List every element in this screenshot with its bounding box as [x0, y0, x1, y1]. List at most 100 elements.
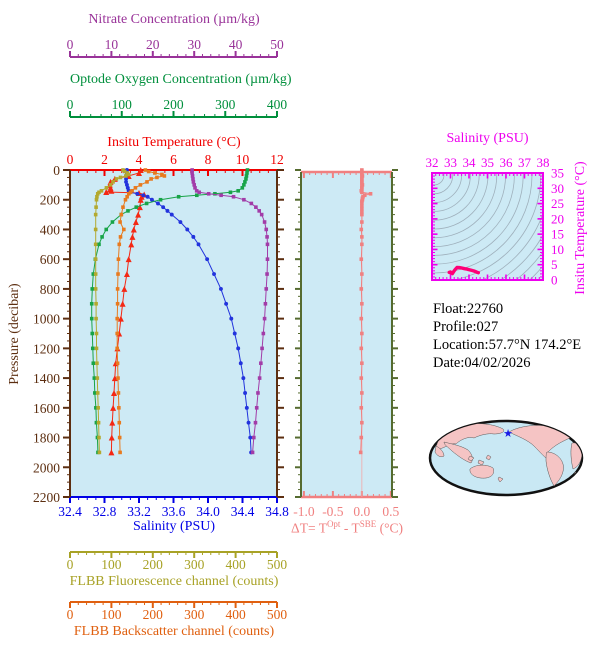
info-value: 027	[476, 319, 499, 335]
nitrate-tick-label: 40	[229, 37, 243, 52]
nitrate-tick-label: 20	[146, 37, 160, 52]
oxygen-tick-label: 300	[215, 97, 236, 112]
ts-salinity-tick-label: 35	[481, 155, 494, 170]
float-info-block: Float:22760 Profile:027 Location:57.7°N 17…	[433, 300, 581, 372]
ts-temperature-tick-label: 0	[551, 273, 558, 288]
fluorescence-tick-label: 500	[267, 557, 288, 572]
ts-salinity-tick-label: 33	[444, 155, 457, 170]
temperature-axis-title: Insitu Temperature (°C)	[107, 135, 241, 150]
pressure-tick-label: 0	[53, 163, 60, 178]
delta-t-frame: -1.0 -0.5 0.0 0.5	[293, 169, 400, 519]
salinity-tick-label: 33.6	[162, 504, 186, 519]
pressure-tick-label: 2200	[33, 490, 60, 505]
temperature-tick-label: 2	[101, 152, 108, 167]
main-plot-frame: 0 2 4 6 8 10 12 32.4 32.8 33.2 33.6 34.0 34.4 34.8 0 20…	[33, 152, 289, 519]
dt-label-part: ΔT= T	[291, 520, 327, 536]
backscatter-tick-label: 500	[267, 607, 288, 622]
oxygen-tick-label: 400	[267, 97, 288, 112]
fluorescence-axis: 0 100 200 300 400 500	[67, 551, 288, 572]
nitrate-tick-label: 0	[67, 37, 74, 52]
nitrate-tick-label: 30	[187, 37, 201, 52]
pressure-tick-label: 400	[40, 222, 61, 237]
world-map: ★	[428, 419, 584, 497]
nitrate-axis: 0 10 20 30 40 50	[67, 37, 284, 58]
temperature-tick-label: 8	[205, 152, 212, 167]
ts-salinity-tick-label: 36	[500, 155, 514, 170]
oxygen-tick-label: 100	[112, 97, 133, 112]
dt-label-part: - T	[340, 520, 360, 536]
info-value: 22760	[466, 301, 504, 317]
fluorescence-tick-label: 200	[143, 557, 164, 572]
backscatter-tick-label: 200	[143, 607, 164, 622]
dt-label-sup-sbe: SBE	[359, 519, 377, 529]
info-line: Location:57.7°N 174.2°E	[433, 336, 581, 354]
salinity-tick-label: 34.0	[196, 504, 220, 519]
dt-label-part: (°C)	[376, 520, 403, 536]
ts-salinity-tick-label: 32	[426, 155, 439, 170]
fluorescence-tick-label: 0	[67, 557, 74, 572]
ts-temperature-axis-title: Insitu Temperature (°C)	[573, 161, 588, 295]
pressure-tick-label: 1800	[33, 431, 60, 446]
pressure-tick-label: 1200	[33, 341, 60, 356]
dt-label-sup-opt: Opt	[326, 519, 341, 529]
ts-temperature-tick-label: 15	[551, 227, 564, 242]
info-line: Profile:027	[433, 318, 581, 336]
ts-salinity-tick-label: 38	[537, 155, 550, 170]
temperature-tick-label: 0	[67, 152, 74, 167]
salinity-axis-title: Salinity (PSU)	[132, 519, 216, 534]
main-plot-area	[70, 170, 277, 497]
temperature-tick-label: 10	[236, 152, 250, 167]
fluorescence-tick-label: 400	[225, 557, 246, 572]
oxygen-tick-label: 0	[67, 97, 74, 112]
delta-t-plot-area	[301, 172, 392, 497]
backscatter-tick-label: 0	[67, 607, 74, 622]
nitrate-axis-title: Nitrate Concentration (µm/kg)	[88, 12, 260, 27]
backscatter-axis: 0 100 200 300 400 500	[67, 601, 288, 622]
ts-temperature-tick-label: 10	[551, 242, 564, 257]
temperature-tick-label: 12	[270, 152, 284, 167]
delta-t-tick-label: 0.0	[353, 504, 370, 519]
salinity-tick-label: 33.2	[127, 504, 151, 519]
oxygen-axis-title: Optode Oxygen Concentration (µm/kg)	[70, 72, 292, 87]
backscatter-tick-label: 100	[101, 607, 122, 622]
ts-temperature-tick-label: 25	[551, 196, 564, 211]
fluorescence-axis-title: FLBB Fluorescence channel (counts)	[69, 574, 279, 589]
info-label: Location:	[433, 337, 489, 353]
pressure-tick-label: 200	[40, 193, 61, 208]
pressure-tick-label: 1400	[33, 371, 60, 386]
oxygen-tick-label: 200	[163, 97, 184, 112]
temperature-tick-label: 4	[136, 152, 143, 167]
fluorescence-curve	[93, 168, 131, 455]
delta-t-curve	[358, 168, 373, 497]
oxygen-axis: 0 100 200 300 400	[67, 97, 288, 118]
ts-salinity-tick-label: 34	[463, 155, 477, 170]
delta-t-tick-label: -0.5	[322, 504, 344, 519]
salinity-tick-label: 34.4	[231, 504, 255, 519]
ts-curve	[447, 265, 480, 276]
salinity-tick-label: 32.4	[58, 504, 82, 519]
float-location-star: ★	[503, 428, 513, 440]
info-line: Float:22760	[433, 300, 581, 318]
pressure-tick-label: 1600	[33, 401, 60, 416]
info-value: 04/02/2026	[464, 355, 531, 371]
ts-salinity-axis-title: Salinity (PSU)	[446, 131, 529, 146]
pressure-tick-label: 800	[40, 282, 61, 297]
nitrate-tick-label: 10	[105, 37, 119, 52]
backscatter-tick-label: 400	[225, 607, 246, 622]
ts-temperature-tick-label: 20	[551, 211, 564, 226]
backscatter-curve	[115, 168, 167, 455]
pressure-tick-label: 1000	[33, 312, 60, 327]
info-value: 57.7°N 174.2°E	[488, 337, 582, 353]
info-label: Profile:	[433, 319, 477, 335]
fluorescence-tick-label: 100	[101, 557, 122, 572]
fluorescence-tick-label: 300	[184, 557, 205, 572]
nitrate-tick-label: 50	[270, 37, 284, 52]
ts-salinity-tick-label: 37	[518, 155, 532, 170]
backscatter-tick-label: 300	[184, 607, 205, 622]
delta-t-tick-label: 0.5	[382, 504, 399, 519]
temperature-tick-label: 6	[170, 152, 177, 167]
nitrate-curve	[190, 168, 270, 455]
